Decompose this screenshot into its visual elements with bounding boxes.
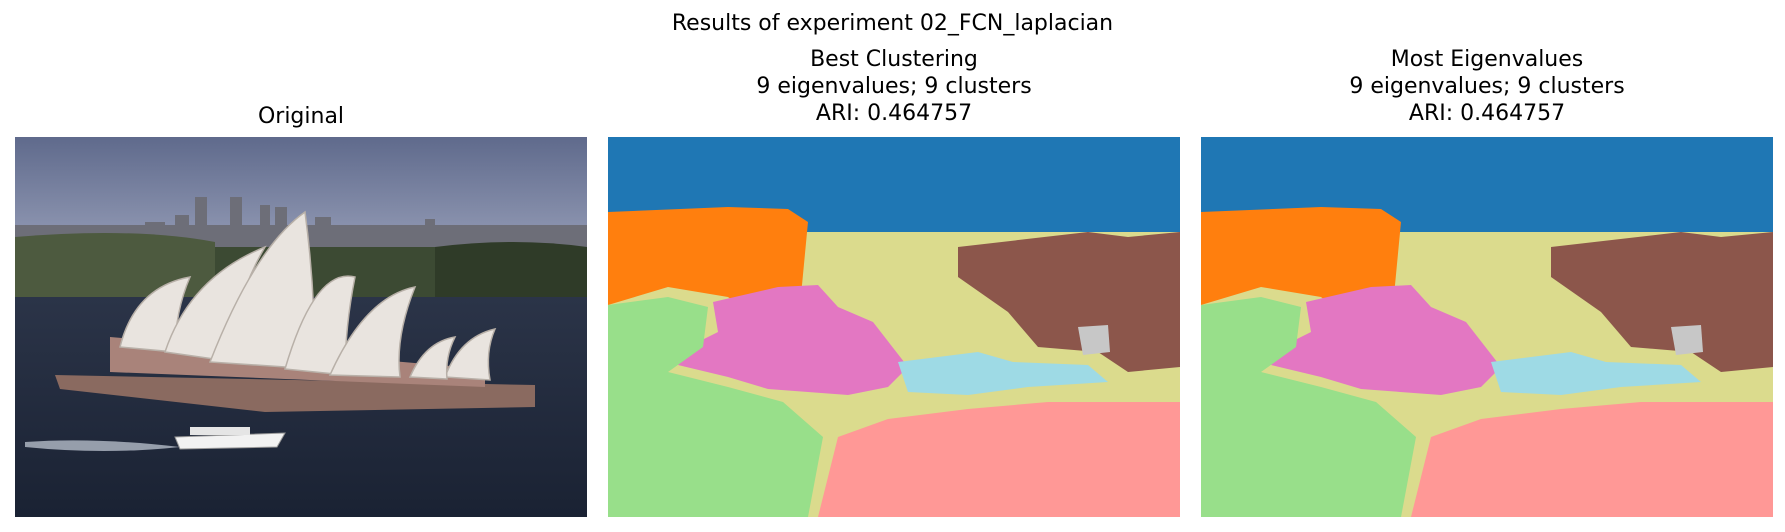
best-clustering-title-line-2: 9 eigenvalues; 9 clusters bbox=[756, 74, 1032, 99]
best-clustering-segmentation bbox=[608, 137, 1180, 517]
cluster-salmon bbox=[1411, 402, 1773, 517]
original-photo bbox=[15, 137, 587, 517]
ferry bbox=[25, 427, 286, 451]
cluster-pink bbox=[678, 285, 908, 395]
best-clustering-title-line-3: ARI: 0.464757 bbox=[815, 101, 973, 126]
most-eigenvalues-segmentation bbox=[1201, 137, 1773, 517]
figure-title: Results of experiment 02_FCN_laplacian bbox=[671, 11, 1114, 36]
best-clustering-panel bbox=[608, 137, 1180, 517]
cluster-light-blue bbox=[898, 352, 1108, 395]
cluster-salmon bbox=[818, 402, 1180, 517]
most-eigenvalues-panel bbox=[1201, 137, 1773, 517]
cluster-brown bbox=[1551, 232, 1773, 372]
most-eigenvalues-title-line-2: 9 eigenvalues; 9 clusters bbox=[1349, 74, 1625, 99]
segmentation-map bbox=[1201, 137, 1773, 517]
original-title-line: Original bbox=[257, 104, 345, 129]
cluster-pink bbox=[1271, 285, 1501, 395]
podium bbox=[55, 375, 535, 412]
segmentation-map bbox=[608, 137, 1180, 517]
most-eigenvalues-title-line-3: ARI: 0.464757 bbox=[1408, 101, 1566, 126]
panel-title-best-clustering: Best Clustering 9 eigenvalues; 9 cluster… bbox=[608, 46, 1180, 127]
panel-title-original: Original bbox=[15, 103, 587, 130]
cluster-gray bbox=[1078, 325, 1110, 355]
panel-title-most-eigenvalues: Most Eigenvalues 9 eigenvalues; 9 cluste… bbox=[1201, 46, 1773, 127]
cluster-light-green bbox=[1201, 297, 1416, 517]
opera-house-sails bbox=[119, 210, 497, 381]
best-clustering-title-line-1: Best Clustering bbox=[810, 47, 978, 72]
original-image-panel bbox=[15, 137, 587, 517]
most-eigenvalues-title-line-1: Most Eigenvalues bbox=[1390, 47, 1584, 72]
cluster-brown bbox=[958, 232, 1180, 372]
cluster-gray bbox=[1671, 325, 1703, 355]
cluster-light-green bbox=[608, 297, 823, 517]
cluster-light-blue bbox=[1491, 352, 1701, 395]
